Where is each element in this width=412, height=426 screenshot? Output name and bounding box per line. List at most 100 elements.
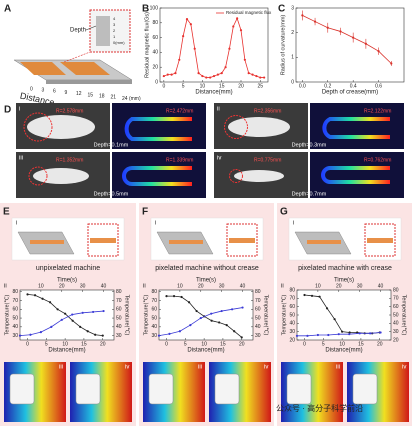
- item-num: i: [19, 107, 20, 113]
- sim-shape: [122, 166, 192, 186]
- y-axis-title: Temperature(℃): [4, 294, 10, 335]
- point: [185, 18, 189, 21]
- point: [358, 332, 361, 335]
- tick-label: 80: [12, 289, 18, 295]
- point: [225, 323, 228, 327]
- point: [168, 332, 171, 335]
- tick-label: 30: [12, 333, 18, 339]
- depth: Depth=0.3mm: [292, 142, 327, 148]
- sublabel: ii: [143, 284, 146, 290]
- point: [318, 295, 321, 298]
- point: [233, 330, 236, 333]
- tick-label: 80: [393, 287, 399, 293]
- point: [390, 62, 393, 65]
- tick-label: 30: [393, 329, 399, 335]
- point: [64, 312, 67, 315]
- tick-label: 50: [116, 315, 122, 321]
- item-num: iii: [19, 156, 23, 162]
- panel-label: D: [4, 105, 11, 116]
- tick-label: 40: [152, 50, 158, 56]
- device-image: [286, 373, 312, 405]
- point: [39, 331, 42, 334]
- inset-scale: 2: [113, 28, 116, 33]
- panel-label: F: [142, 207, 148, 218]
- zoom-heater: [229, 238, 255, 243]
- x-axis-title: Depth of crease(mm): [322, 90, 378, 96]
- point: [301, 14, 304, 17]
- point: [218, 321, 221, 324]
- simulation: [310, 152, 404, 198]
- tick-label: 0: [155, 79, 158, 85]
- point: [201, 74, 204, 78]
- point: [241, 306, 244, 309]
- inset-scale: 3: [113, 22, 116, 27]
- tick-label: 50: [151, 315, 157, 321]
- tick-label: 10: [177, 283, 183, 289]
- depth: Depth=0.7mm: [292, 191, 327, 197]
- y-axis-title: Residual magnetic flux(Gs): [144, 12, 150, 78]
- point: [33, 294, 37, 297]
- panel-label: E: [3, 207, 10, 218]
- r-sim: R=0.762mm: [364, 157, 391, 163]
- inset-block: [96, 16, 110, 46]
- point: [178, 58, 181, 61]
- point: [182, 35, 185, 38]
- caption: unpixelated machine: [36, 265, 100, 272]
- point: [81, 311, 84, 314]
- point: [313, 20, 317, 23]
- y2-axis-title: Temperature(℃): [401, 295, 407, 336]
- point: [364, 42, 367, 45]
- sublabel: ii: [281, 284, 284, 290]
- caption: pixelated machine without crease: [155, 265, 259, 272]
- r-sim: R=1.339mm: [166, 157, 193, 163]
- point: [341, 330, 344, 333]
- tick-label: 100: [150, 5, 159, 11]
- tick-label: 50: [289, 312, 295, 318]
- tick-label: 25: [258, 83, 264, 89]
- point: [71, 319, 74, 322]
- item-num: ii: [217, 107, 220, 113]
- tick-label: 0: [162, 83, 165, 89]
- point: [231, 308, 234, 311]
- depth: Depth=0.1mm: [94, 142, 129, 148]
- tick-label: 5: [322, 341, 325, 347]
- scale-label: 6: [53, 89, 56, 95]
- sim-shape: [321, 166, 390, 184]
- tick-label: 70: [393, 296, 399, 302]
- tick-label: 40: [378, 283, 384, 289]
- magnet-block: [60, 62, 110, 75]
- tick-label: 40: [240, 283, 246, 289]
- r-photo: R=0.775mm: [254, 157, 281, 163]
- tick-label: 60: [12, 307, 18, 313]
- depth: Depth=0.5mm: [94, 191, 129, 197]
- point: [157, 334, 161, 337]
- tick-label: 80: [289, 287, 295, 293]
- panel-d: D i R=2.578mm R=2.472mm Depth=0.1mm ii R=2.35…: [4, 103, 404, 198]
- tick-label: 30: [289, 329, 295, 335]
- tick-label: 20: [393, 337, 399, 343]
- scale-label: 21: [111, 95, 117, 101]
- point: [60, 318, 63, 321]
- device-image: [75, 373, 101, 405]
- point: [327, 333, 330, 337]
- heater: [30, 240, 64, 244]
- zoom-heater: [90, 238, 116, 243]
- tick-label: 15: [81, 341, 87, 347]
- point: [102, 309, 105, 313]
- point: [92, 310, 95, 314]
- panel-label: C: [278, 4, 285, 15]
- tick-label: 70: [255, 298, 261, 304]
- sim-shape: [124, 117, 192, 141]
- point: [209, 76, 212, 79]
- panel-label: A: [4, 4, 11, 15]
- inset-scale: 0(mm): [113, 40, 125, 45]
- x-axis-title: Distance(mm): [325, 348, 362, 354]
- tick-label: 5: [184, 341, 187, 347]
- point: [251, 73, 254, 76]
- tick-label: 40: [393, 321, 399, 327]
- point: [101, 334, 104, 337]
- tick-label: 20: [152, 65, 158, 71]
- tick-label: 80: [152, 20, 158, 26]
- x-axis-title: Distance(mm): [187, 348, 224, 354]
- point: [180, 295, 183, 299]
